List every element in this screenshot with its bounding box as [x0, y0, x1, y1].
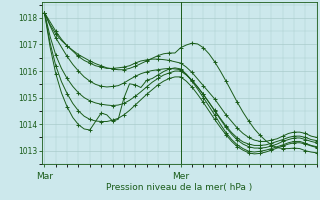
- X-axis label: Pression niveau de la mer( hPa ): Pression niveau de la mer( hPa ): [106, 183, 252, 192]
